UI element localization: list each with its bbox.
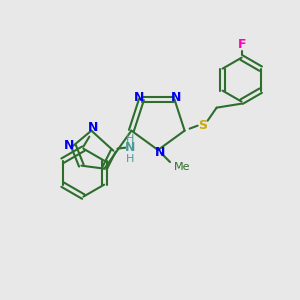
- Text: N: N: [134, 91, 145, 104]
- Text: F: F: [237, 38, 246, 51]
- Text: N: N: [125, 141, 136, 154]
- Text: N: N: [155, 146, 165, 160]
- Text: Me: Me: [174, 162, 190, 172]
- Text: N: N: [88, 121, 99, 134]
- Text: N: N: [64, 139, 75, 152]
- Text: H: H: [126, 134, 135, 144]
- Text: H: H: [126, 154, 135, 164]
- Text: N: N: [171, 91, 182, 104]
- Text: S: S: [198, 119, 207, 132]
